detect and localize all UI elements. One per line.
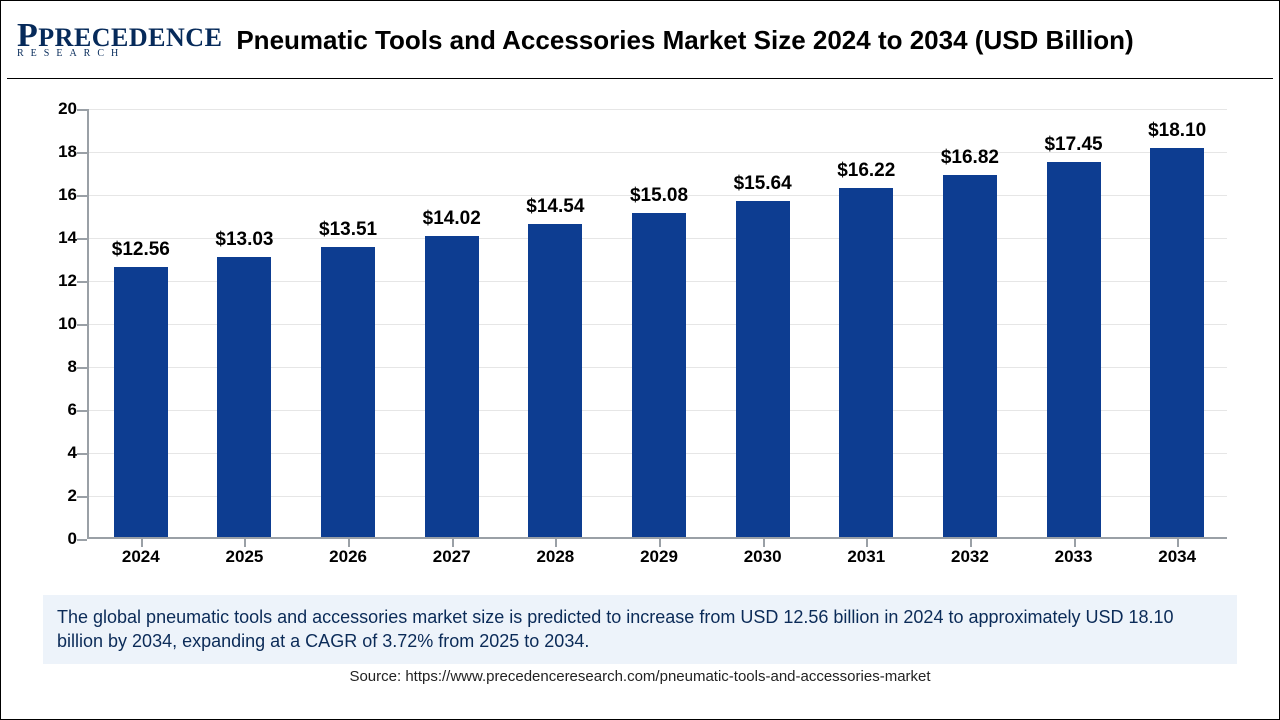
x-tick xyxy=(763,539,765,547)
bar xyxy=(839,188,893,537)
chart-title: Pneumatic Tools and Accessories Market S… xyxy=(217,25,1273,56)
x-axis-label: 2033 xyxy=(1055,547,1093,567)
y-tick xyxy=(77,453,87,455)
y-tick xyxy=(77,410,87,412)
source-text: Source: https://www.precedenceresearch.c… xyxy=(7,668,1273,685)
x-tick xyxy=(348,539,350,547)
caption-box: The global pneumatic tools and accessori… xyxy=(43,595,1237,664)
y-tick xyxy=(77,195,87,197)
bar-value-label: $18.10 xyxy=(1127,120,1227,142)
bar xyxy=(632,213,686,537)
x-tick xyxy=(452,539,454,547)
y-tick xyxy=(77,324,87,326)
y-tick xyxy=(77,496,87,498)
x-axis-label: 2031 xyxy=(847,547,885,567)
logo: PPRECEDENCE RESEARCH xyxy=(7,22,217,60)
y-axis-label: 10 xyxy=(47,314,77,334)
x-tick xyxy=(970,539,972,547)
y-axis-label: 0 xyxy=(47,529,77,549)
x-axis-label: 2027 xyxy=(433,547,471,567)
x-tick xyxy=(866,539,868,547)
y-tick xyxy=(77,238,87,240)
x-axis-label: 2025 xyxy=(226,547,264,567)
x-axis-label: 2032 xyxy=(951,547,989,567)
x-axis-label: 2026 xyxy=(329,547,367,567)
bar-value-label: $13.03 xyxy=(194,229,294,251)
bar xyxy=(1047,162,1101,537)
bar-value-label: $15.64 xyxy=(713,173,813,195)
y-axis-label: 16 xyxy=(47,185,77,205)
logo-top-text: PRECEDENCE xyxy=(38,23,222,52)
bar xyxy=(217,257,271,537)
y-axis-label: 6 xyxy=(47,400,77,420)
y-tick xyxy=(77,281,87,283)
bar xyxy=(943,175,997,537)
x-tick xyxy=(141,539,143,547)
x-axis-label: 2034 xyxy=(1158,547,1196,567)
bar xyxy=(528,224,582,537)
bar-value-label: $17.45 xyxy=(1024,134,1124,156)
x-tick xyxy=(1177,539,1179,547)
y-tick xyxy=(77,539,87,541)
y-axis-label: 4 xyxy=(47,443,77,463)
grid-line xyxy=(89,109,1227,110)
header: PPRECEDENCE RESEARCH Pneumatic Tools and… xyxy=(7,7,1273,79)
bar-value-label: $14.54 xyxy=(505,196,605,218)
bar xyxy=(321,247,375,537)
x-axis-label: 2030 xyxy=(744,547,782,567)
caption-text: The global pneumatic tools and accessori… xyxy=(57,607,1174,651)
y-tick xyxy=(77,152,87,154)
bar-chart: 02468101214161820$12.562024$13.032025$13… xyxy=(87,109,1227,539)
x-tick xyxy=(1074,539,1076,547)
x-tick xyxy=(659,539,661,547)
bar-value-label: $15.08 xyxy=(609,185,709,207)
y-axis-label: 12 xyxy=(47,271,77,291)
y-axis-label: 2 xyxy=(47,486,77,506)
y-tick xyxy=(77,109,87,111)
x-axis-label: 2024 xyxy=(122,547,160,567)
bar-value-label: $14.02 xyxy=(402,208,502,230)
bar-value-label: $16.82 xyxy=(920,147,1020,169)
y-axis-label: 20 xyxy=(47,99,77,119)
bar xyxy=(114,267,168,537)
x-axis-label: 2029 xyxy=(640,547,678,567)
x-tick xyxy=(555,539,557,547)
y-tick xyxy=(77,367,87,369)
bar-value-label: $16.22 xyxy=(816,160,916,182)
bar-value-label: $12.56 xyxy=(91,239,191,261)
page-container: PPRECEDENCE RESEARCH Pneumatic Tools and… xyxy=(0,0,1280,720)
bar-value-label: $13.51 xyxy=(298,219,398,241)
x-tick xyxy=(244,539,246,547)
y-axis-label: 8 xyxy=(47,357,77,377)
x-axis-label: 2028 xyxy=(536,547,574,567)
bar xyxy=(425,236,479,537)
bar xyxy=(1150,148,1204,537)
logo-brand: PPRECEDENCE xyxy=(17,22,217,51)
y-axis-label: 18 xyxy=(47,142,77,162)
bar xyxy=(736,201,790,537)
y-axis-label: 14 xyxy=(47,228,77,248)
chart-area: 0 2 4 6 8 10 12 14 16 18 20 $12.56 2024 $13.03 2025 $13… xyxy=(7,79,1273,589)
